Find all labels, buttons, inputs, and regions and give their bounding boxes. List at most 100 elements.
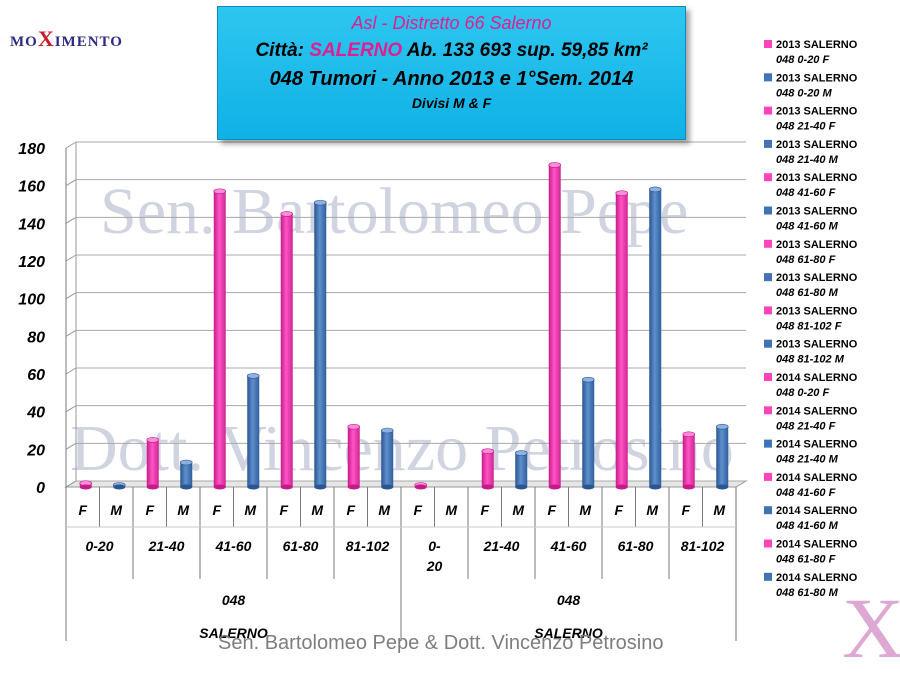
x-tick-sex-F: F	[279, 502, 288, 518]
moximento-logo: MOXIMENTO	[10, 26, 123, 52]
gridline-side	[65, 405, 77, 413]
legend-entry: 2013 SALERNO 048 21-40 M	[764, 139, 858, 166]
bar-2014-41-60-M-base	[582, 484, 595, 490]
bar-2014-61-80-M-base	[649, 484, 662, 490]
bar-2014-41-60-M-body	[582, 379, 595, 487]
bar-2014-81-102-M	[715, 423, 729, 490]
legend-label-sub: 048 61-80 M	[776, 587, 839, 599]
legend-label: 2014 SALERNO	[776, 405, 858, 417]
x-tick-sex-F: F	[145, 502, 154, 518]
gridline-side	[65, 292, 77, 300]
legend-label-sub: 048 21-40 M	[776, 154, 839, 166]
legend-entry: 2013 SALERNO 048 41-60 F	[764, 172, 858, 199]
legend-swatch	[764, 572, 772, 581]
legend-label-sub: 048 0-20 M	[776, 87, 832, 99]
x-tick-code: 048	[222, 592, 246, 608]
bar-2014-21-40-M	[514, 450, 528, 490]
bar-2013-81-102-F-body	[347, 426, 360, 487]
bar-2013-41-60-M-top	[246, 373, 260, 379]
bar-2013-61-80-F	[280, 211, 294, 490]
x-tick-sex-F: F	[413, 502, 422, 518]
legend-swatch	[764, 273, 772, 282]
legend-label: 2014 SALERNO	[776, 372, 858, 384]
title-line2: Città: SALERNO Ab. 133 693 sup. 59,85 km…	[218, 40, 685, 62]
bar-2014-21-40-F	[481, 448, 495, 490]
legend-label-sub: 048 81-102 M	[776, 354, 845, 366]
bar-2013-61-80-M-base	[314, 484, 327, 490]
x-tick-sex-M: M	[378, 502, 390, 518]
legend-entry: 2013 SALERNO 048 0-20 F	[764, 39, 858, 66]
x-tick-group: SALERNO	[534, 625, 603, 641]
legend-entry: 2013 SALERNO 048 41-60 M	[764, 206, 858, 233]
chart-floor	[64, 480, 748, 488]
x-tick-age: 21-40	[483, 538, 520, 554]
bar-2013-41-60-F-top	[213, 188, 227, 195]
big-x-logo: X	[842, 580, 900, 676]
y-tick-label: 160	[18, 179, 45, 196]
bar-2013-41-60-F	[213, 188, 227, 490]
legend-label-sub: 048 61-80 M	[776, 287, 839, 299]
x-tick-group: SALERNO	[199, 625, 268, 641]
bar-2014-81-102-M-top	[715, 423, 729, 430]
legend-entry: 2014 SALERNO 048 61-80 F	[764, 539, 858, 566]
legend-swatch	[764, 106, 772, 115]
legend-swatch	[764, 139, 772, 148]
legend-swatch	[764, 306, 772, 315]
legend-label: 2014 SALERNO	[776, 439, 858, 451]
legend-swatch	[764, 506, 772, 515]
bar-2014-61-80-M-body	[649, 189, 662, 487]
x-tick-age: 21-40	[148, 538, 185, 554]
x-tick-age: 81-102	[346, 538, 390, 554]
legend-swatch	[764, 206, 772, 215]
x-tick-sex-F: F	[480, 502, 489, 518]
gridline-side	[65, 216, 77, 224]
legend-label-sub: 048 21-40 M	[776, 454, 839, 466]
bar-2013-41-60-M	[246, 373, 260, 490]
x-tick-sex-M: M	[646, 502, 658, 518]
legend-label: 2014 SALERNO	[776, 572, 858, 584]
bar-2013-81-102-F-base	[347, 484, 360, 490]
x-tick-sex-F: F	[78, 502, 87, 518]
bar-2013-41-60-F-base	[213, 484, 226, 490]
legend-label-sub: 048 41-60 F	[776, 187, 836, 199]
bar-2013-41-60-F-body	[213, 191, 226, 488]
bar-2013-41-60-M-body	[247, 375, 260, 487]
legend-label-sub: 048 41-60 M	[776, 520, 839, 532]
legend-swatch	[764, 472, 772, 481]
x-tick-sex-M: M	[311, 502, 323, 518]
legend-swatch	[764, 239, 772, 248]
legend-label: 2013 SALERNO	[776, 172, 858, 184]
bar-2014-21-40-F-body	[481, 451, 494, 487]
x-tick-sex-F: F	[614, 502, 623, 518]
legend-swatch	[764, 539, 772, 548]
legend-swatch	[764, 173, 772, 182]
bar-2013-61-80-M	[313, 199, 327, 490]
logo-text-pre: MO	[10, 34, 38, 50]
gridline-side	[65, 254, 77, 262]
bars	[79, 162, 729, 490]
logo-x: X	[37, 26, 55, 51]
bar-2014-0-20-F	[414, 482, 428, 490]
legend-entry: 2013 SALERNO 048 81-102 F	[764, 305, 858, 332]
title-city: SALERNO	[309, 40, 403, 61]
x-tick-sex-F: F	[547, 502, 556, 518]
title-city-stats: Ab. 133 693 sup. 59,85 km²	[406, 40, 648, 61]
legend-entry: 2013 SALERNO 048 81-102 M	[764, 339, 858, 366]
bar-2014-41-60-F-body	[548, 164, 561, 487]
x-tick-age: 61-80	[618, 538, 654, 554]
bar-2014-81-102-F	[682, 431, 696, 490]
bar-2013-21-40-M	[179, 459, 193, 490]
bar-2014-81-102-F-base	[682, 484, 695, 490]
bar-2014-61-80-M	[648, 186, 662, 490]
legend-label-sub: 048 41-60 F	[776, 487, 836, 499]
legend-entry: 2014 SALERNO 048 0-20 F	[764, 372, 858, 399]
footer-credit: Sen. Bartolomeo Pepe & Dott. Vincenzo Pe…	[218, 632, 664, 654]
watermark-line2: Dott. Vincenzo Petrosino	[70, 412, 734, 485]
legend-entry: 2013 SALERNO 048 21-40 F	[764, 106, 858, 133]
bar-2014-41-60-F-base	[548, 484, 561, 490]
bar-2013-61-80-M-body	[314, 202, 327, 487]
y-tick-label: 0	[36, 480, 45, 497]
gridline-side	[65, 141, 77, 149]
legend-entry: 2014 SALERNO 048 21-40 F	[764, 405, 858, 432]
